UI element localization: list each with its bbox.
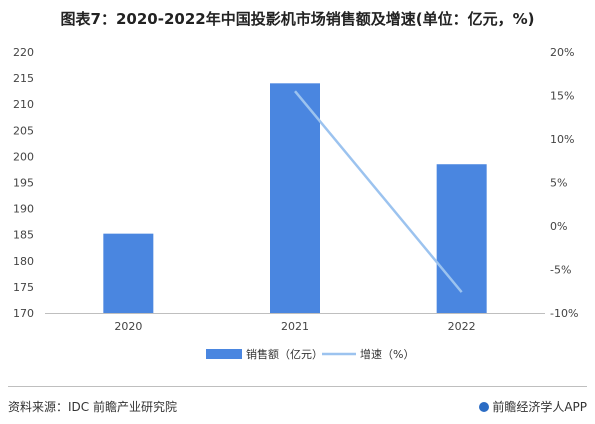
y-right-tick-label: 15% [550, 90, 574, 103]
y-left-tick-label: 200 [13, 150, 34, 163]
y-right-tick-label: 5% [550, 177, 567, 190]
legend-swatch-sales [206, 349, 242, 359]
x-tick-label: 2020 [114, 320, 142, 333]
y-left-tick-label: 205 [13, 124, 34, 137]
y-right-tick-label: -5% [550, 264, 571, 277]
y-left-tick-label: 190 [13, 203, 34, 216]
x-tick-label: 2021 [281, 320, 309, 333]
growth-rate-line [294, 90, 463, 293]
y-left-tick-label: 170 [13, 307, 34, 320]
y-left-tick-label: 175 [13, 281, 34, 294]
y-left-tick-label: 180 [13, 255, 34, 268]
brand-credit: 前瞻经济学人APP [479, 398, 587, 415]
y-right-tick-label: 10% [550, 133, 574, 146]
x-tick-label: 2022 [448, 320, 476, 333]
y-right-tick-label: 0% [550, 220, 567, 233]
bar-2022 [436, 164, 487, 313]
y-left-tick-label: 220 [13, 46, 34, 59]
source-note: 资料来源：IDC 前瞻产业研究院 [8, 400, 177, 414]
y-left-tick-label: 215 [13, 72, 34, 85]
y-left-tick-label: 210 [13, 98, 34, 111]
bar-2021 [270, 83, 320, 313]
legend-label-growth: 增速（%） [360, 347, 414, 361]
bar-2020 [103, 233, 154, 313]
y-right-tick-label: 20% [550, 46, 574, 59]
combo-chart: 170 175 180 185 190 195 200 205 210 215 220 -10% -5%… [13, 46, 578, 361]
footer-divider [8, 386, 587, 387]
chart-title: 图表7：2020-2022年中国投影机市场销售额及增速(单位：亿元，%) [60, 10, 535, 28]
brand-text: 前瞻经济学人APP [492, 400, 587, 414]
y-right-tick-label: -10% [550, 307, 578, 320]
y-left-tick-label: 195 [13, 177, 34, 190]
brand-logo-icon [479, 402, 490, 412]
legend-label-sales: 销售额（亿元） [246, 347, 323, 361]
y-left-tick-label: 185 [13, 229, 34, 242]
